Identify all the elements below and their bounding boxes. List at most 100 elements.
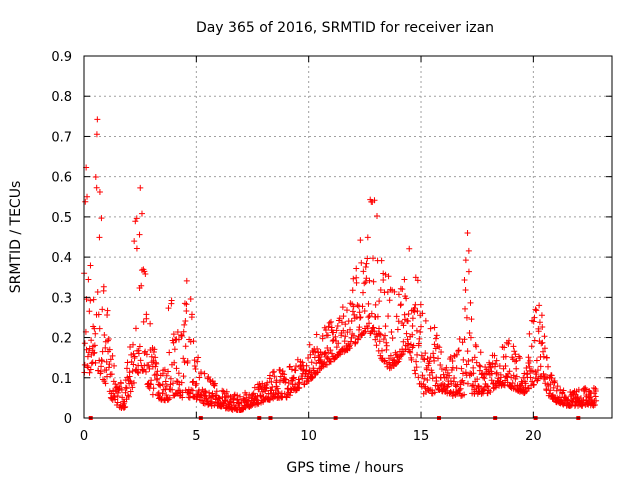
data-point [179,394,186,401]
data-point [96,188,103,195]
data-point [409,331,416,338]
data-point [413,327,420,334]
data-point [336,315,343,322]
data-point [190,378,197,385]
data-point [411,305,418,312]
data-point [371,197,378,204]
y-tick-labels: 0 0.1 0.2 0.3 0.4 0.5 0.6 0.7 0.8 0.9 [51,50,72,427]
data-point [469,382,476,389]
data-point [421,383,428,390]
data-point [462,286,469,293]
data-point [129,368,136,375]
data-point [161,366,168,373]
data-point [189,379,196,386]
data-point [148,377,155,384]
data-point [104,307,111,314]
data-point [510,372,517,379]
data-point [386,297,393,304]
data-point [350,332,357,339]
data-point [306,341,313,348]
data-point [369,324,376,331]
data-point [505,340,512,347]
data-point [125,393,132,400]
data-point [385,273,392,280]
data-point [189,387,196,394]
data-point [309,375,316,382]
data-point [349,308,356,315]
data-point [419,372,426,379]
data-point [97,368,104,375]
data-point [358,259,365,266]
data-point [211,380,218,387]
data-point [418,352,425,359]
data-point [353,279,360,286]
data-point [449,364,456,371]
data-point [130,350,137,357]
data-point [171,346,178,353]
data-point [356,324,363,331]
data-point [333,344,340,351]
data-point [296,379,303,386]
data-point [149,391,156,398]
data-point [554,383,561,390]
data-point [449,357,456,364]
data-point [497,374,504,381]
data-point [506,368,513,375]
data-point [98,358,105,365]
data-point [530,318,537,325]
data-point [193,380,200,387]
data-point [535,328,542,335]
data-point [182,343,189,350]
data-point [387,352,394,359]
data-point [181,359,188,366]
data-point [470,382,477,389]
data-point [370,255,377,262]
data-point [489,360,496,367]
data-point [303,362,310,369]
data-point [415,374,422,381]
data-point [461,336,468,343]
data-point [111,362,118,369]
data-point [171,359,178,366]
data-point [538,340,545,347]
data-point [361,307,368,314]
data-point [91,325,98,332]
data-point [324,355,331,362]
x-tick-label: 5 [192,429,200,444]
data-point [444,369,451,376]
data-point [380,336,387,343]
data-point [442,387,449,394]
data-point [352,339,359,346]
data-point [293,363,300,370]
data-point [353,265,360,272]
data-point [94,116,101,123]
data-point [192,382,199,389]
data-point [323,361,330,368]
data-point [192,366,199,373]
data-point [121,404,128,411]
data-point [363,260,370,267]
data-point [142,368,149,375]
data-point [147,320,154,327]
data-point [473,343,480,350]
data-point [123,385,130,392]
data-point [480,386,487,393]
data-point [362,263,369,270]
data-point [131,353,138,360]
data-point [467,299,474,306]
data-point [391,288,398,295]
data-point [325,323,332,330]
data-point [328,350,335,357]
y-tick-label: 0.6 [51,171,72,186]
data-point [451,352,458,359]
data-point [327,358,334,365]
y-tick-label: 0.7 [51,130,72,145]
y-tick-label: 0.8 [51,90,72,105]
data-point [145,362,152,369]
data-point [484,383,491,390]
data-point [359,303,366,310]
data-point [455,347,462,354]
data-point [511,348,518,355]
data-point [82,198,89,205]
